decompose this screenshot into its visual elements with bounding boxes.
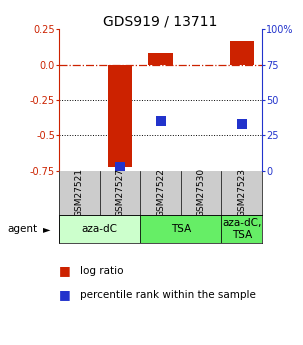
Text: percentile rank within the sample: percentile rank within the sample xyxy=(80,290,256,300)
Text: ■: ■ xyxy=(59,288,71,302)
Text: aza-dC: aza-dC xyxy=(82,224,118,234)
Bar xyxy=(221,215,262,243)
Bar xyxy=(230,41,254,65)
Text: ►: ► xyxy=(43,224,51,234)
Text: GSM27522: GSM27522 xyxy=(156,168,165,217)
Title: GDS919 / 13711: GDS919 / 13711 xyxy=(103,14,218,28)
Point xyxy=(239,121,244,127)
Text: GSM27530: GSM27530 xyxy=(197,168,206,217)
Text: GSM27521: GSM27521 xyxy=(75,168,84,217)
Text: log ratio: log ratio xyxy=(80,266,124,276)
Point xyxy=(118,164,122,169)
Bar xyxy=(59,215,140,243)
Text: aza-dC,
TSA: aza-dC, TSA xyxy=(222,218,261,240)
Text: agent: agent xyxy=(8,224,38,234)
Point xyxy=(158,119,163,124)
Text: TSA: TSA xyxy=(171,224,191,234)
Bar xyxy=(148,53,173,65)
Bar xyxy=(140,215,221,243)
Text: ■: ■ xyxy=(59,264,71,277)
Bar xyxy=(108,65,132,167)
Text: GSM27523: GSM27523 xyxy=(237,168,246,217)
Text: GSM27527: GSM27527 xyxy=(115,168,125,217)
